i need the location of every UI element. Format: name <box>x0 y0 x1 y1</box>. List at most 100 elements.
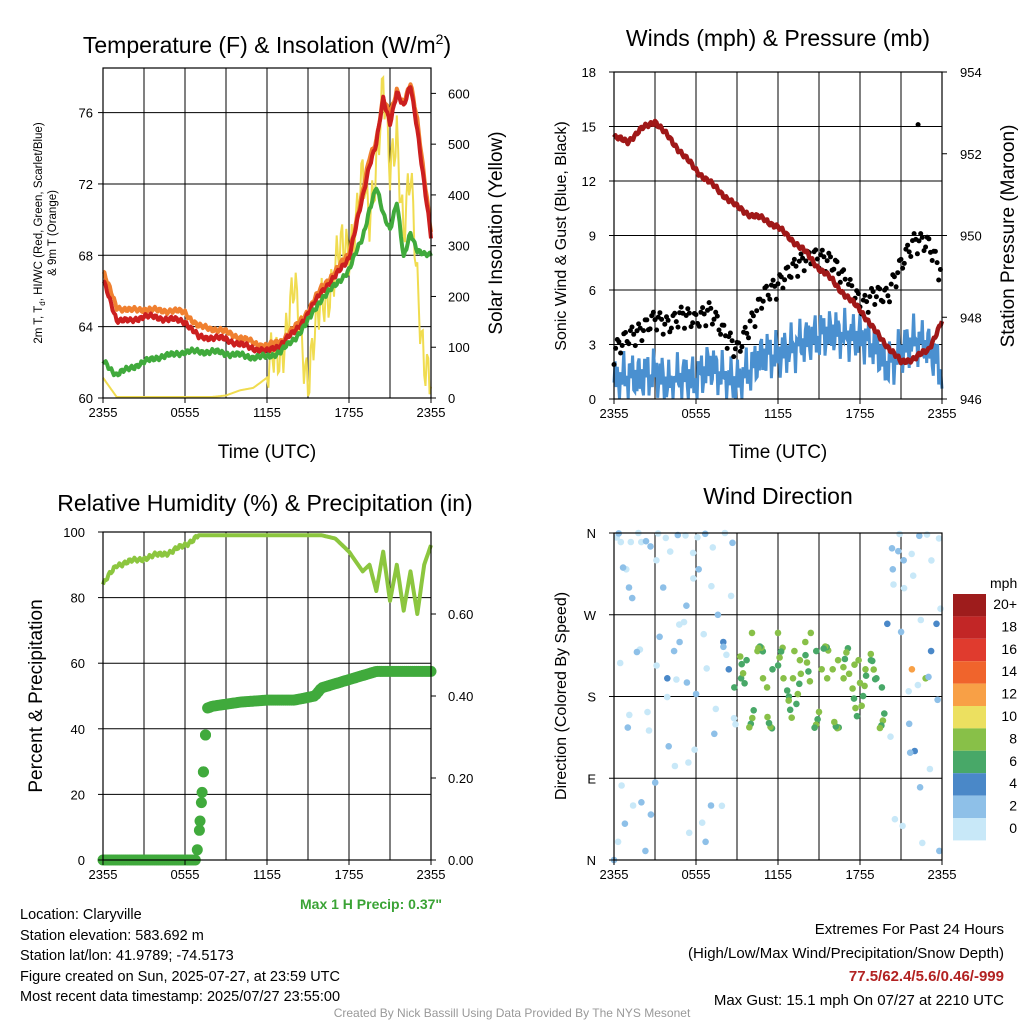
gust-point <box>685 306 691 312</box>
direction-point <box>618 782 625 789</box>
y2-tick-label: 950 <box>960 229 982 244</box>
direction-point <box>811 724 818 731</box>
gust-point <box>650 309 656 315</box>
y2-tick-label: 600 <box>448 86 470 101</box>
precip-point <box>195 797 207 809</box>
direction-point <box>685 829 693 837</box>
legend-label: 6 <box>1009 753 1017 769</box>
gust-point <box>752 324 758 330</box>
y-tick-label: 6 <box>589 283 596 298</box>
direction-point <box>691 746 698 753</box>
direction-point <box>855 656 862 664</box>
direction-point <box>741 680 748 687</box>
direction-point <box>796 656 804 664</box>
gust-point <box>714 313 720 319</box>
gust-point <box>701 311 707 317</box>
extremes-title: Extremes For Past 24 Hours <box>814 921 1004 938</box>
direction-point <box>720 643 727 651</box>
y-axis-label: Percent & Precipitation <box>26 599 47 792</box>
y2-tick-label: 100 <box>448 340 470 355</box>
x-axis-label: Time (UTC) <box>729 442 828 463</box>
direction-point <box>711 730 718 738</box>
latlon-text: Station lat/lon: 41.9789; -74.5173 <box>20 948 234 964</box>
gust-point <box>732 346 738 352</box>
gust-point <box>819 247 825 253</box>
direction-point <box>651 779 659 786</box>
direction-point <box>820 645 827 652</box>
direction-point <box>889 566 897 573</box>
direction-point <box>914 681 922 689</box>
direction-point <box>774 662 782 669</box>
gust-point <box>647 326 653 332</box>
direction-point <box>731 684 738 691</box>
x-tick-label: 1755 <box>335 405 364 420</box>
legend-swatch <box>953 683 986 706</box>
direction-point <box>785 697 792 704</box>
gust-point <box>657 310 663 316</box>
direction-point <box>888 545 896 552</box>
gust-point <box>688 324 694 330</box>
direction-point <box>890 581 897 588</box>
y-axis-label: 2m T, Td, HI/WC (Red, Green, Scarlet/Blu… <box>33 122 47 343</box>
direction-point <box>625 584 633 591</box>
precip-point <box>196 786 208 798</box>
y-tick-label: 60 <box>79 391 93 406</box>
direction-point <box>807 629 815 637</box>
x-tick-label: 2355 <box>600 867 629 882</box>
direction-point <box>683 602 690 609</box>
direction-point <box>876 724 884 732</box>
gust-point <box>849 283 855 289</box>
legend-label: 8 <box>1009 730 1017 746</box>
direction-point <box>670 647 678 655</box>
precip-point <box>200 729 211 741</box>
direction-point <box>900 584 908 592</box>
gust-point <box>865 309 871 315</box>
gust-point <box>842 276 848 282</box>
direction-point <box>633 648 641 656</box>
direction-point <box>831 718 838 726</box>
direction-point <box>692 690 700 698</box>
y2-tick-label: 0.20 <box>448 771 473 786</box>
direction-point <box>689 549 697 557</box>
gust-point <box>887 299 892 305</box>
legend-swatch <box>953 616 986 639</box>
y-tick-label: W <box>584 608 597 623</box>
gust-point <box>665 317 671 323</box>
y2-tick-label: 0.40 <box>448 689 473 704</box>
gust-point <box>906 249 912 255</box>
gust-point <box>936 277 942 283</box>
chart-title: Temperature (F) & Insolation (W/m2) <box>83 31 451 58</box>
legend-swatch <box>953 661 986 684</box>
gust-point <box>841 267 847 273</box>
y-tick-label: 72 <box>79 177 93 192</box>
gust-point <box>905 242 911 248</box>
direction-point <box>763 684 771 691</box>
y-tick-label: 3 <box>589 338 596 353</box>
chart-title: Winds (mph) & Pressure (mb) <box>626 25 930 51</box>
direction-point <box>813 647 820 655</box>
y2-tick-label: 952 <box>960 147 982 162</box>
y-axis-label-line2: & 9m T (Orange) <box>47 190 59 276</box>
legend-swatch <box>953 706 986 729</box>
gust-point <box>918 231 924 237</box>
gust-point <box>760 298 766 304</box>
direction-point <box>619 564 627 571</box>
direction-point <box>621 820 629 827</box>
direction-point <box>805 668 812 675</box>
gust-point <box>747 318 753 324</box>
gust-point <box>872 302 878 307</box>
gust-point <box>746 335 751 341</box>
gust-point <box>778 274 784 280</box>
legend-label: 18 <box>1001 618 1017 634</box>
gust-point <box>636 321 642 327</box>
gust-point <box>632 343 638 349</box>
x-tick-label: 1755 <box>846 867 875 882</box>
legend-swatch <box>953 795 986 818</box>
gust-point <box>837 279 843 285</box>
direction-point <box>662 534 670 542</box>
gust-point <box>788 274 794 280</box>
gust-point <box>791 256 797 262</box>
gust-point <box>821 254 827 260</box>
gust-point <box>742 324 748 330</box>
